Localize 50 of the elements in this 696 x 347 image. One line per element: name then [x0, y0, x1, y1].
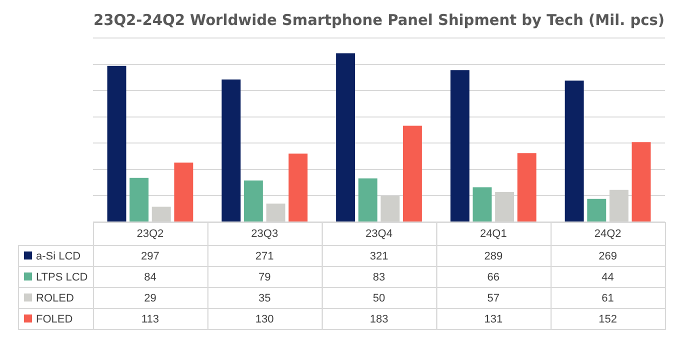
data-label: 57	[487, 292, 500, 305]
legend-label: LTPS LCD	[36, 272, 88, 284]
legend-label: FOLED	[36, 314, 73, 326]
legend-label: a-Si LCD	[36, 250, 81, 263]
bar	[472, 187, 492, 222]
bar	[336, 53, 356, 222]
bar	[174, 162, 194, 222]
data-label: 79	[258, 272, 271, 284]
data-label: 269	[598, 250, 617, 263]
bar	[107, 66, 126, 222]
data-label: 131	[484, 314, 503, 326]
data-label: 84	[144, 272, 156, 284]
data-label: 130	[255, 314, 274, 326]
data-label: 29	[144, 292, 156, 305]
x-tick-label: 23Q3	[251, 228, 278, 240]
x-tick-label: 23Q4	[366, 228, 392, 240]
data-label: 297	[141, 250, 160, 263]
data-label: 113	[141, 314, 159, 326]
data-label: 83	[372, 272, 386, 284]
data-label: 66	[487, 272, 500, 284]
bar	[450, 70, 470, 222]
data-label: 50	[372, 292, 386, 305]
legend-label: ROLED	[36, 292, 74, 305]
bar	[380, 196, 400, 222]
bar	[517, 153, 536, 222]
bar	[288, 154, 308, 222]
x-tick-label: 23Q2	[136, 228, 164, 240]
bar	[564, 80, 584, 222]
data-label: 183	[370, 314, 388, 326]
data-label: 152	[598, 314, 617, 326]
bar	[130, 178, 149, 222]
data-label: 271	[255, 250, 274, 263]
data-label: 35	[258, 292, 271, 305]
bar	[632, 142, 651, 222]
bar	[358, 178, 378, 222]
x-tick-label: 24Q2	[594, 228, 622, 240]
bar	[266, 204, 286, 222]
data-label: 44	[602, 272, 614, 284]
data-label: 289	[484, 250, 503, 263]
bar	[587, 198, 606, 222]
x-tick-label: 24Q1	[480, 228, 507, 240]
chart-title: 23Q2-24Q2 Worldwide Smartphone Panel Shipment by Tech (Mil. pcs)	[93, 12, 665, 29]
data-label: 321	[370, 250, 388, 263]
bar	[222, 80, 241, 222]
bar	[402, 126, 422, 222]
bar	[609, 190, 628, 222]
bar	[152, 206, 171, 222]
data-label: 61	[602, 292, 614, 305]
bar	[495, 192, 514, 222]
bar	[244, 180, 263, 222]
